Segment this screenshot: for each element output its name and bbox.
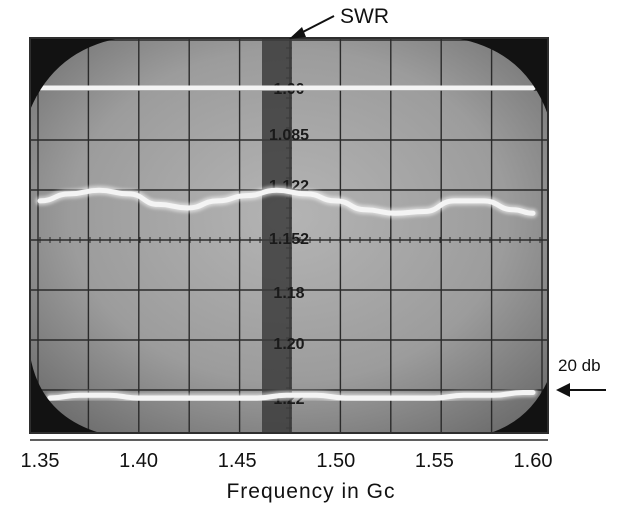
- screen-corner-mask: [29, 37, 549, 434]
- db-annotation: 20 db: [558, 356, 601, 375]
- marker-band: [262, 38, 292, 433]
- corner-mask: [490, 380, 548, 433]
- x-tick-label: 1.35: [20, 450, 60, 472]
- swr-scale-label: 1.20: [273, 336, 304, 353]
- traces: [35, 83, 538, 403]
- screen-border: [29, 37, 549, 434]
- db-arrowhead: [556, 383, 570, 397]
- swr-annotation: SWR: [340, 5, 389, 28]
- x-tick-label: 1.60: [513, 450, 553, 472]
- swr-scale-label: 1.18: [273, 285, 304, 302]
- x-tick-label: 1.55: [414, 450, 454, 472]
- corner-mask: [455, 38, 548, 115]
- annotation-arrows: [289, 15, 606, 397]
- swr-scale-label: 1.152: [269, 231, 309, 248]
- swr-scale-label: 1.085: [269, 127, 309, 144]
- x-axis-label: Frequency in Gc: [226, 480, 396, 503]
- trace-line-3: [47, 389, 536, 401]
- swr-arrowhead: [289, 27, 306, 39]
- x-tick-label: 1.40: [119, 450, 159, 472]
- corner-mask: [30, 38, 120, 110]
- x-tick-label: 1.45: [217, 450, 257, 472]
- trace-line-2: [37, 187, 536, 216]
- corner-mask: [30, 355, 100, 433]
- x-tick-label: 1.50: [316, 450, 356, 472]
